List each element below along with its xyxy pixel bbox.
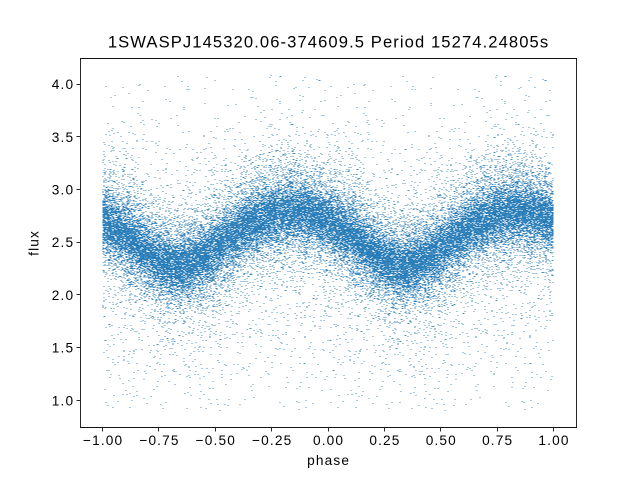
svg-text:flux: flux [26,230,41,256]
svg-text:1.0: 1.0 [52,393,74,408]
svg-text:0.75: 0.75 [482,433,513,448]
svg-text:0.50: 0.50 [426,433,457,448]
svg-text:2.5: 2.5 [52,235,74,250]
svg-text:phase: phase [307,453,350,468]
svg-text:2.0: 2.0 [52,288,74,303]
svg-text:3.5: 3.5 [52,130,74,145]
svg-text:1SWASPJ145320.06-374609.5 Peri: 1SWASPJ145320.06-374609.5 Period 15274.2… [108,33,549,52]
svg-text:1.00: 1.00 [538,433,569,448]
svg-text:4.0: 4.0 [52,77,74,92]
svg-text:−0.25: −0.25 [252,433,292,448]
svg-text:0.00: 0.00 [313,433,344,448]
svg-text:0.25: 0.25 [369,433,400,448]
svg-text:−1.00: −1.00 [83,433,123,448]
svg-text:3.0: 3.0 [52,183,74,198]
svg-text:−0.50: −0.50 [196,433,236,448]
svg-text:1.5: 1.5 [52,341,74,356]
svg-text:−0.75: −0.75 [139,433,179,448]
